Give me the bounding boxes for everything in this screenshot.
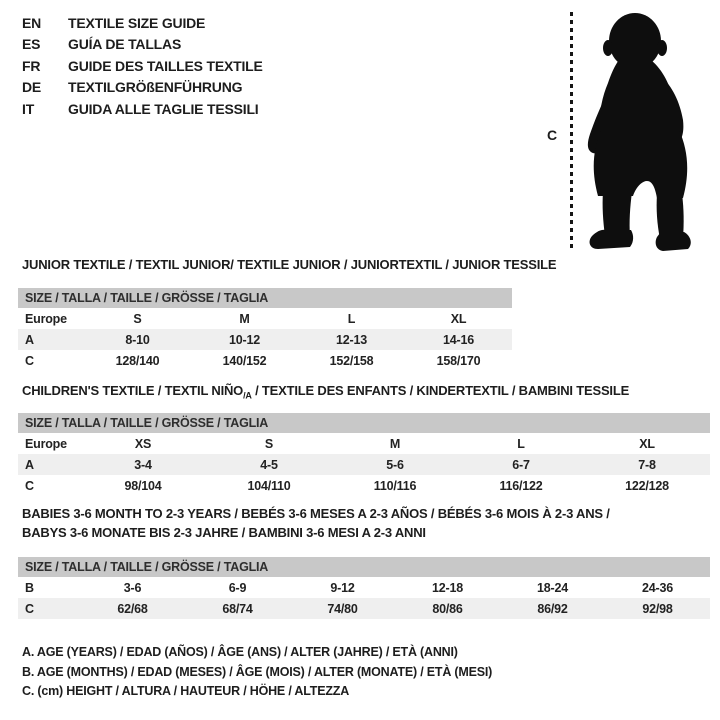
value-cell: 110/116 bbox=[373, 478, 417, 493]
value-cell: 3-4 bbox=[134, 457, 152, 472]
value-cell: 140/152 bbox=[222, 353, 267, 368]
value-cell: 18-24 bbox=[537, 580, 568, 595]
value-cell: S bbox=[133, 311, 142, 326]
language-code: DE bbox=[22, 79, 42, 96]
section-title-subscript: /A bbox=[243, 390, 252, 401]
value-cell: 128/140 bbox=[115, 353, 160, 368]
value-cell: 12-18 bbox=[432, 580, 463, 595]
legend-line-a: A. AGE (YEARS) / EDAD (AÑOS) / ÂGE (ANS)… bbox=[22, 645, 458, 659]
height-marker-line bbox=[570, 12, 573, 252]
value-cell: 86/92 bbox=[537, 601, 568, 616]
language-code: FR bbox=[22, 57, 41, 74]
babies-size-table: B 3-6 6-9 9-12 12-18 18-24 24-36 C 62/68… bbox=[18, 577, 710, 619]
value-cell: M bbox=[389, 436, 401, 451]
legend-line-b: B. AGE (MONTHS) / EDAD (MESES) / ÂGE (MO… bbox=[22, 664, 493, 679]
language-header: EN TEXTILE SIZE GUIDE ES GUÍA DE TALLAS … bbox=[22, 12, 263, 120]
row-label-cell: Europe bbox=[25, 311, 67, 326]
value-cell: 92/98 bbox=[642, 601, 673, 616]
value-cell: 74/80 bbox=[327, 601, 358, 616]
table-row: B 3-6 6-9 9-12 12-18 18-24 24-36 bbox=[18, 577, 710, 598]
value-cell: 116/122 bbox=[499, 478, 543, 493]
row-label-cell: C bbox=[25, 353, 34, 368]
height-marker-label: C bbox=[547, 127, 558, 143]
table-row: C 62/68 68/74 74/80 80/86 86/92 92/98 bbox=[18, 598, 710, 619]
table-row: C 98/104 104/110 110/116 116/122 122/128 bbox=[18, 475, 710, 496]
table-header-bar: SIZE / TALLA / TAILLE / GRÖSSE / TAGLIA bbox=[18, 557, 710, 577]
value-cell: XL bbox=[639, 436, 655, 451]
table-header-bar: SIZE / TALLA / TAILLE / GRÖSSE / TAGLIA bbox=[18, 413, 710, 433]
row-label-cell: C bbox=[25, 601, 34, 616]
value-cell: S bbox=[264, 436, 274, 451]
value-cell: 4-5 bbox=[260, 457, 278, 472]
row-label-cell: C bbox=[25, 478, 34, 493]
value-cell: 104/110 bbox=[247, 478, 291, 493]
value-cell: 9-12 bbox=[330, 580, 355, 595]
value-cell: 98/104 bbox=[124, 478, 162, 493]
value-cell: 10-12 bbox=[229, 332, 260, 347]
legend: A. AGE (YEARS) / EDAD (AÑOS) / ÂGE (ANS)… bbox=[22, 643, 492, 702]
value-cell: 5-6 bbox=[386, 457, 404, 472]
value-cell: 8-10 bbox=[125, 332, 150, 347]
row-label-cell: A bbox=[25, 332, 34, 347]
table-row: A 8-10 10-12 12-13 14-16 bbox=[18, 329, 512, 350]
table-row: A 3-4 4-5 5-6 6-7 7-8 bbox=[18, 454, 710, 475]
language-code: IT bbox=[22, 100, 35, 117]
language-label: TEXTILE SIZE GUIDE bbox=[68, 14, 206, 31]
language-row: EN TEXTILE SIZE GUIDE bbox=[22, 12, 263, 34]
section-title-text: / TEXTILE DES ENFANTS / KINDERTEXTIL / B… bbox=[251, 383, 630, 398]
value-cell: 80/86 bbox=[432, 601, 463, 616]
language-row: DE TEXTILGRÖßENFÜHRUNG bbox=[22, 77, 263, 99]
value-cell: 6-7 bbox=[512, 457, 530, 472]
value-cell: L bbox=[517, 436, 525, 451]
language-row: IT GUIDA ALLE TAGLIE TESSILI bbox=[22, 98, 263, 120]
legend-line-c: C. (cm) HEIGHT / ALTURA / HAUTEUR / HÖHE… bbox=[22, 684, 350, 698]
value-cell: 62/68 bbox=[117, 601, 148, 616]
value-cell: 14-16 bbox=[443, 332, 474, 347]
language-label: GUIDE DES TAILLES TEXTILE bbox=[68, 57, 263, 74]
language-label: TEXTILGRÖßENFÜHRUNG bbox=[68, 79, 243, 96]
toddler-silhouette-icon bbox=[587, 13, 691, 251]
table-header-bar: SIZE / TALLA / TAILLE / GRÖSSE / TAGLIA bbox=[18, 288, 512, 308]
value-cell: 3-6 bbox=[123, 580, 142, 595]
value-cell: 122/128 bbox=[625, 478, 669, 493]
value-cell: 68/74 bbox=[222, 601, 253, 616]
table-row: Europe S M L XL bbox=[18, 308, 512, 329]
children-size-table: Europe XS S M L XL A 3-4 4-5 5-6 6-7 7-8… bbox=[18, 433, 710, 496]
value-cell: 7-8 bbox=[638, 457, 656, 472]
section-title-babies-line2: BABYS 3-6 MONATE BIS 2-3 JAHRE / BAMBINI… bbox=[22, 525, 426, 540]
language-row: ES GUÍA DE TALLAS bbox=[22, 34, 263, 56]
value-cell: M bbox=[239, 311, 250, 326]
table-row: C 128/140 140/152 152/158 158/170 bbox=[18, 350, 512, 371]
value-cell: XL bbox=[450, 311, 467, 326]
language-label: GUÍA DE TALLAS bbox=[68, 36, 182, 53]
table-row: Europe XS S M L XL bbox=[18, 433, 710, 454]
row-label-cell: Europe bbox=[25, 436, 67, 451]
row-label-cell: B bbox=[25, 580, 34, 595]
section-title-text: CHILDREN'S TEXTILE / TEXTIL NIÑO bbox=[22, 383, 244, 398]
section-title-babies-line1: BABIES 3-6 MONTH TO 2-3 YEARS / BEBÉS 3-… bbox=[22, 506, 610, 521]
section-title-children: CHILDREN'S TEXTILE / TEXTIL NIÑO/A / TEX… bbox=[22, 383, 629, 401]
value-cell: 24-36 bbox=[642, 580, 673, 595]
row-label-cell: A bbox=[25, 457, 34, 472]
value-cell: XS bbox=[134, 436, 152, 451]
language-code: ES bbox=[22, 36, 41, 53]
value-cell: L bbox=[347, 311, 356, 326]
junior-size-table: Europe S M L XL A 8-10 10-12 12-13 14-16… bbox=[18, 308, 512, 371]
language-code: EN bbox=[22, 14, 42, 31]
value-cell: 12-13 bbox=[336, 332, 367, 347]
value-cell: 158/170 bbox=[436, 353, 481, 368]
value-cell: 152/158 bbox=[329, 353, 374, 368]
value-cell: 6-9 bbox=[228, 580, 247, 595]
language-row: FR GUIDE DES TAILLES TEXTILE bbox=[22, 55, 263, 77]
language-label: GUIDA ALLE TAGLIE TESSILI bbox=[68, 100, 259, 117]
section-title-junior: JUNIOR TEXTILE / TEXTIL JUNIOR/ TEXTILE … bbox=[22, 257, 557, 272]
